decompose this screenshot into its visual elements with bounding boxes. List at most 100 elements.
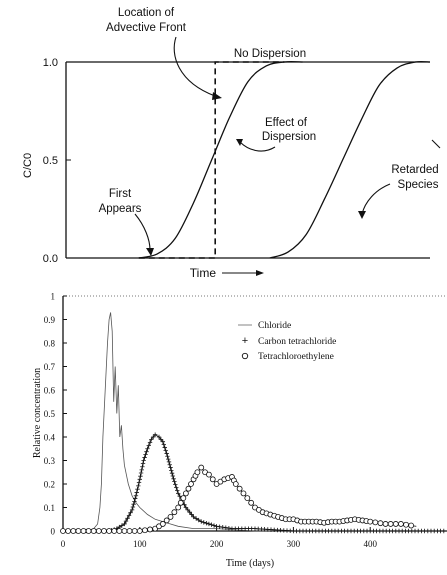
top-chart: 0.0 0.5 1.0 C/C0 Time Location of Advect… xyxy=(22,7,441,280)
bottom-series-group xyxy=(60,312,447,534)
ct-point xyxy=(441,528,446,534)
pce-point xyxy=(398,521,404,527)
bottom-ytick-label: 1 xyxy=(51,292,56,302)
ct-point xyxy=(140,464,145,469)
ct-point xyxy=(164,451,169,456)
top-ytick-0: 0.0 xyxy=(43,253,58,265)
pce-point xyxy=(111,528,118,534)
ct-point xyxy=(187,510,192,515)
annotation-advective-1: Location of xyxy=(118,7,175,19)
pce-point xyxy=(126,528,133,534)
ct-point xyxy=(176,491,181,496)
ct-point xyxy=(129,507,135,513)
svg-text:C/C0: C/C0 xyxy=(22,153,34,178)
ct-point xyxy=(135,486,140,492)
arrow-advective xyxy=(173,36,216,97)
top-xlabel-arrowhead xyxy=(256,270,264,276)
pce-point xyxy=(116,528,123,534)
ct-point xyxy=(140,461,146,466)
annotation-retarded-1: Retarded xyxy=(391,164,438,176)
ct-point xyxy=(185,507,190,513)
bottom-series-1-line xyxy=(63,434,447,532)
pce-point xyxy=(180,495,187,502)
ct-point xyxy=(199,519,204,524)
pce-point xyxy=(136,528,143,534)
pce-point xyxy=(387,521,394,527)
ct-point xyxy=(214,524,219,529)
ct-point xyxy=(152,432,158,437)
bottom-ytick-label: 0 xyxy=(51,527,56,537)
annotation-first-2: Appears xyxy=(99,203,142,215)
bottom-ytick-label: 0.3 xyxy=(44,456,56,466)
ct-point xyxy=(162,445,167,450)
pce-point xyxy=(403,521,409,528)
ct-point xyxy=(147,440,153,445)
ct-point xyxy=(144,449,149,454)
top-ytick-1: 0.5 xyxy=(43,155,58,167)
ct-point xyxy=(183,505,189,510)
pce-point xyxy=(80,528,87,534)
pce-point xyxy=(121,528,128,534)
pce-point xyxy=(236,485,243,492)
ct-point xyxy=(138,470,144,476)
legend-ct-swatch: + xyxy=(242,335,248,347)
pce-point xyxy=(188,481,194,487)
top-y-axis-label: C/C0 xyxy=(22,153,34,178)
pce-point xyxy=(382,521,389,527)
ct-point xyxy=(209,522,214,527)
bottom-ytick-label: 0.1 xyxy=(44,503,55,513)
ct-point xyxy=(156,434,162,440)
pce-point xyxy=(408,522,415,529)
pce-point xyxy=(367,518,374,525)
ct-point xyxy=(132,496,138,501)
arrow-retarded xyxy=(361,183,391,215)
ct-point xyxy=(204,520,209,526)
pce-point xyxy=(90,528,97,534)
pce-point xyxy=(248,499,255,506)
ct-point xyxy=(132,499,137,504)
bottom-chart: 0 0.1 0.2 0.3 0.4 0.5 0.6 0.7 0.8 0.9 1 0 100 200 300 4… xyxy=(32,292,447,569)
top-series-0-line xyxy=(138,61,285,259)
pce-point xyxy=(372,519,379,526)
pce-point xyxy=(131,528,138,534)
ct-point xyxy=(136,483,141,489)
ct-point xyxy=(137,477,142,482)
ct-point xyxy=(193,516,199,521)
top-x-axis-label: Time xyxy=(190,266,264,280)
ct-point xyxy=(141,458,146,463)
ct-point xyxy=(168,465,173,470)
ct-point xyxy=(130,504,136,510)
ct-point xyxy=(131,502,136,507)
pce-point xyxy=(392,521,399,527)
legend-pce-label: Tetrachloroethylene xyxy=(258,352,334,362)
pce-point xyxy=(60,528,66,534)
pce-point xyxy=(206,471,212,478)
pce-point xyxy=(171,509,178,516)
ct-point xyxy=(133,493,139,498)
bottom-ytick-label: 0.6 xyxy=(44,386,56,396)
pce-point xyxy=(75,528,82,534)
bottom-ylabel: Relative concentration xyxy=(32,368,43,458)
pce-point xyxy=(106,528,112,534)
annotation-no-dispersion: No Dispersion xyxy=(234,48,306,60)
pce-point xyxy=(377,520,384,527)
bottom-series-0-line xyxy=(63,312,447,532)
ct-point xyxy=(170,473,176,479)
arrow-first xyxy=(134,213,151,251)
ct-point xyxy=(171,476,176,482)
bottom-ytick-label: 0.2 xyxy=(44,480,55,490)
annotation-effect-1: Effect of xyxy=(265,117,308,129)
ct-point xyxy=(122,521,127,527)
ct-point xyxy=(174,485,179,490)
bottom-ytick-label: 0.4 xyxy=(44,433,56,443)
pce-point xyxy=(70,528,77,534)
arrowhead-first xyxy=(146,248,154,256)
ct-point xyxy=(211,523,217,528)
ct-point xyxy=(134,490,139,495)
pce-point xyxy=(175,504,182,511)
ct-point xyxy=(128,510,133,515)
ct-point xyxy=(139,467,144,473)
top-series-1-line xyxy=(138,61,303,259)
ct-point xyxy=(189,512,194,517)
